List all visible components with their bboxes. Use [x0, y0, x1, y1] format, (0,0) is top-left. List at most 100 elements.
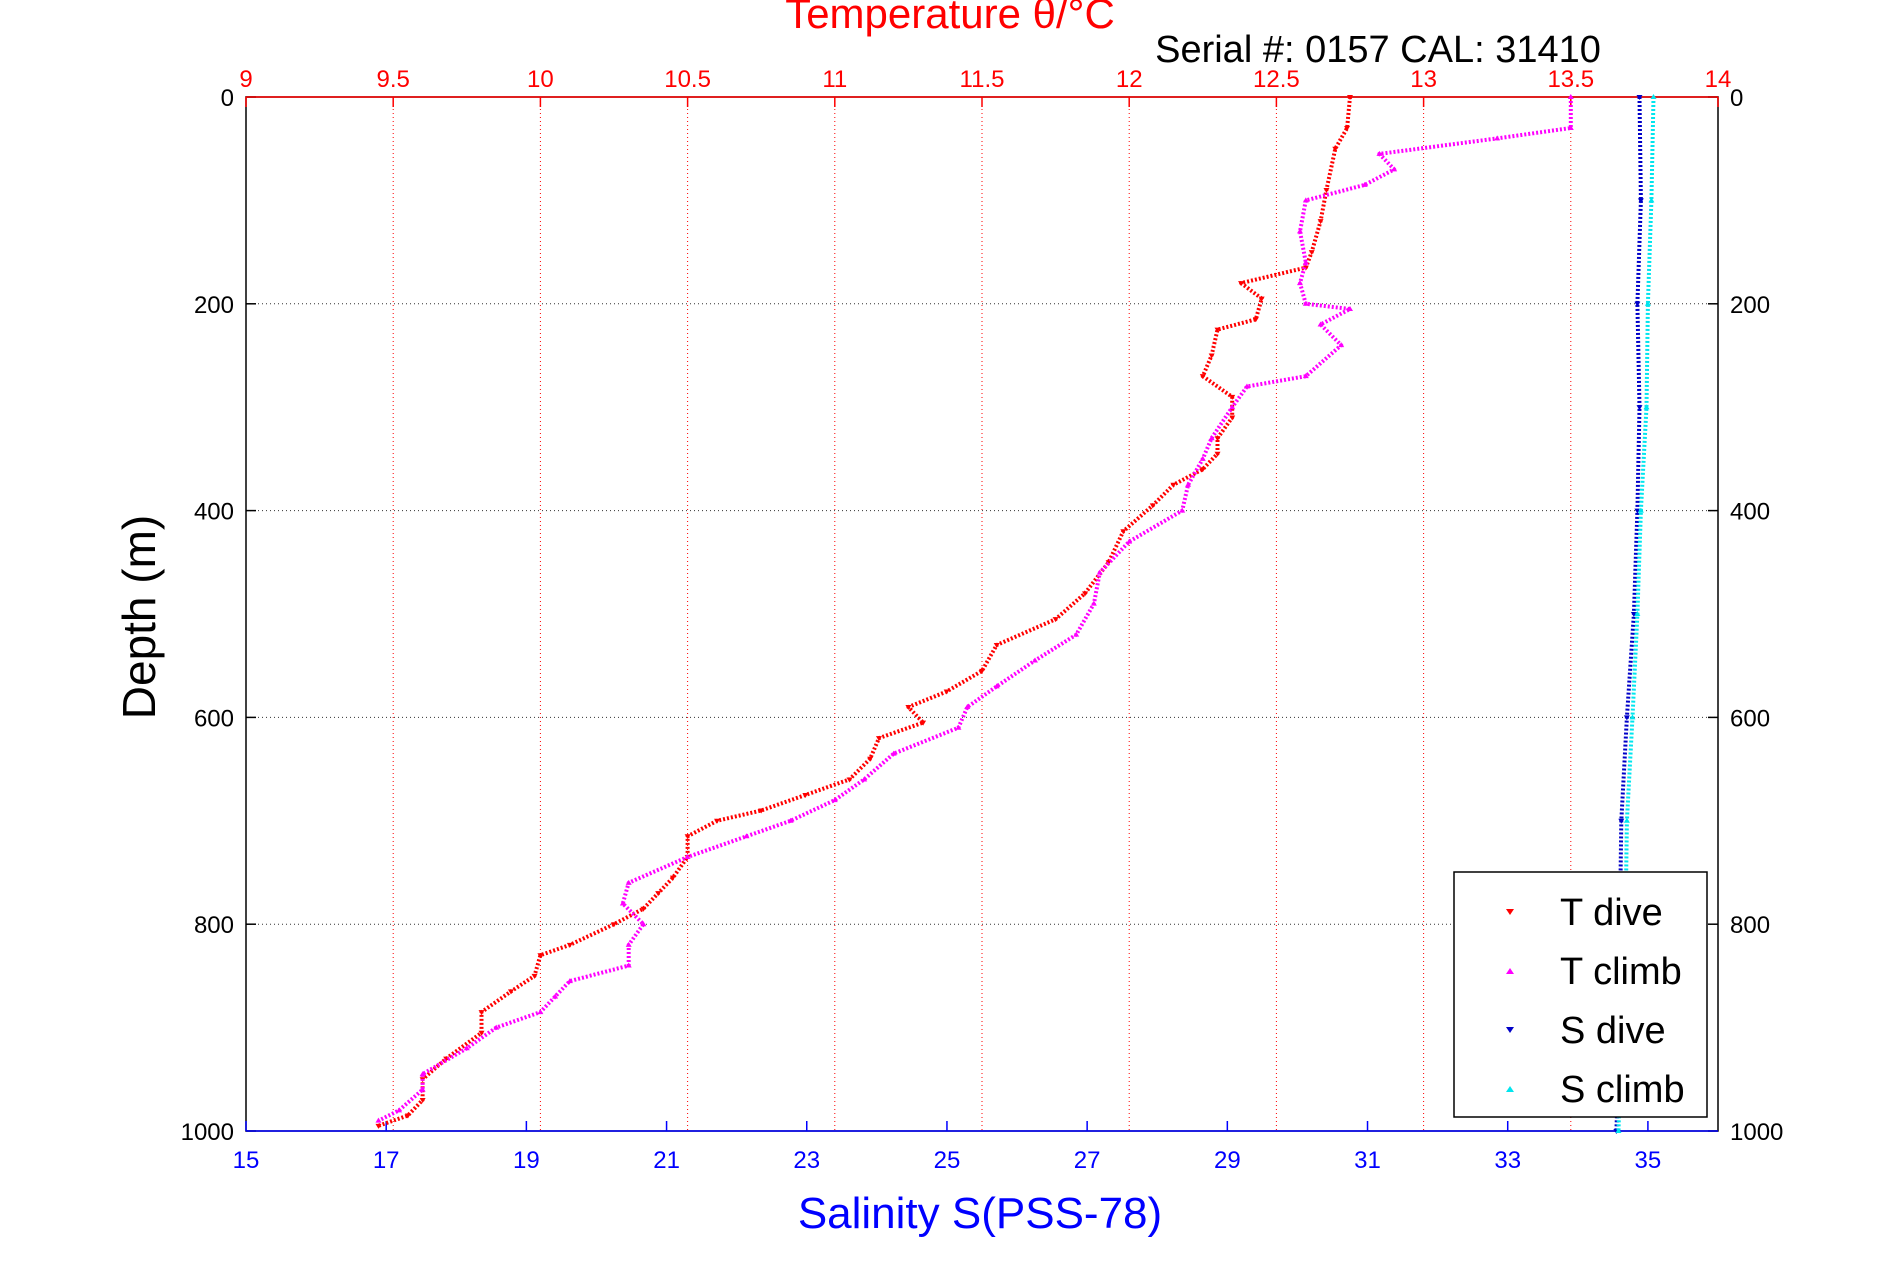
salinity-tick-label: 21 — [653, 1147, 680, 1174]
y-tick-label-right: 600 — [1730, 705, 1770, 732]
data-point-t-climb — [993, 683, 1000, 689]
data-point-t-climb — [625, 941, 632, 947]
data-point-t-dive — [1238, 281, 1245, 287]
data-point-t-dive — [1258, 296, 1265, 302]
data-point-t-climb — [396, 1107, 403, 1113]
data-point-t-climb — [1376, 150, 1383, 156]
data-point-t-climb — [1096, 569, 1103, 575]
series-t-climb — [375, 94, 1574, 1123]
data-point-t-dive — [1347, 95, 1353, 100]
data-point-t-climb — [463, 1045, 470, 1051]
legend-box — [1453, 871, 1708, 1118]
data-point-t-dive — [640, 906, 647, 912]
data-point-t-climb — [890, 750, 897, 756]
legend-label-s-dive: S dive — [1560, 1010, 1666, 1052]
data-point-s-dive — [1637, 198, 1644, 204]
y-tick-label-left: 800 — [194, 912, 234, 939]
data-point-t-dive — [611, 922, 617, 928]
data-point-s-dive — [1634, 508, 1641, 514]
data-point-t-climb — [831, 797, 838, 803]
y-tick-label-left: 0 — [221, 85, 234, 112]
salinity-tick-label: 35 — [1635, 1147, 1662, 1174]
data-point-t-dive — [1052, 617, 1059, 623]
data-point-t-dive — [1208, 353, 1215, 359]
salinity-tick-label: 27 — [1074, 1147, 1101, 1174]
data-point-s-dive — [1636, 405, 1643, 411]
y-tick-label-left: 1000 — [181, 1119, 234, 1146]
data-point-t-dive — [1199, 467, 1206, 473]
temperature-tick-label: 14 — [1705, 66, 1732, 93]
data-point-s-dive — [1636, 95, 1643, 100]
y-tick-label-right: 200 — [1730, 292, 1770, 319]
data-point-t-dive — [979, 668, 985, 674]
data-point-t-dive — [875, 736, 882, 742]
data-point-t-climb — [1199, 455, 1206, 461]
legend-items: T dive T climb S dive S climb — [1506, 892, 1685, 1111]
data-point-t-dive — [943, 689, 950, 695]
temperature-tick-label: 12 — [1116, 66, 1143, 93]
y-tick-label-right: 1000 — [1730, 1119, 1783, 1146]
data-point-t-climb — [1302, 300, 1309, 306]
data-point-t-dive — [478, 1030, 485, 1036]
x-axis-label-salinity: Salinity S(PSS-78) — [798, 1189, 1162, 1238]
data-marks — [375, 94, 1657, 1134]
data-point-t-dive — [669, 875, 676, 881]
temperature-tick-label: 11 — [822, 66, 847, 93]
temperature-tick-label: 10 — [527, 66, 554, 93]
data-point-t-climb — [640, 921, 647, 927]
data-point-t-dive — [1149, 503, 1156, 509]
data-point-t-dive — [478, 1010, 485, 1016]
data-point-t-climb — [1296, 228, 1303, 234]
y-tick-label-right: 0 — [1730, 85, 1743, 112]
legend-marker-s-climb — [1506, 1086, 1514, 1092]
data-point-t-climb — [419, 1086, 426, 1092]
temperature-tick-label: 13.5 — [1547, 66, 1594, 93]
data-point-t-climb — [1296, 280, 1303, 286]
data-point-t-climb — [1179, 507, 1186, 513]
data-point-t-dive — [1344, 126, 1351, 132]
data-point-t-climb — [787, 817, 794, 823]
data-point-s-dive — [1623, 715, 1630, 721]
data-point-s-climb — [1615, 1128, 1622, 1133]
data-point-t-climb — [1208, 435, 1215, 441]
grid-lines — [246, 97, 1718, 1131]
data-point-t-dive — [1214, 451, 1221, 457]
y-tick-label-left: 200 — [194, 292, 234, 319]
legend-label-t-dive: T dive — [1560, 892, 1663, 934]
data-point-t-climb — [1302, 259, 1309, 265]
salinity-tick-label: 19 — [513, 1147, 540, 1174]
data-point-t-climb — [1391, 166, 1398, 172]
legend: T dive T climb S dive S climb — [1453, 871, 1708, 1118]
data-point-t-dive — [993, 643, 1000, 649]
data-point-s-dive — [1634, 301, 1641, 307]
data-point-t-dive — [1332, 146, 1339, 152]
series-t-dive — [375, 95, 1353, 1129]
y-tick-label-left: 600 — [194, 705, 234, 732]
data-point-t-climb — [1494, 135, 1501, 141]
data-point-t-climb — [1302, 197, 1309, 203]
data-point-t-climb — [1090, 600, 1097, 606]
data-point-t-dive — [1252, 317, 1259, 323]
salinity-tick-label: 29 — [1214, 1147, 1241, 1174]
data-point-t-climb — [375, 1117, 382, 1123]
data-point-s-climb — [1650, 94, 1657, 99]
data-point-t-climb — [1126, 538, 1133, 544]
axes: 0 0 200 200 400 400 600 600 800 800 1000 1000 9 9.5 10… — [181, 66, 1784, 1174]
data-point-t-dive — [655, 891, 662, 897]
data-point-t-climb — [955, 724, 962, 730]
data-point-t-climb — [1317, 321, 1324, 327]
data-point-t-climb — [1185, 481, 1192, 487]
data-point-t-climb — [537, 1009, 544, 1015]
legend-marker-s-dive — [1506, 1027, 1514, 1033]
data-point-t-climb — [419, 1071, 426, 1077]
salinity-tick-label: 25 — [934, 1147, 961, 1174]
y-tick-label-right: 400 — [1730, 499, 1770, 526]
data-point-t-dive — [1214, 436, 1221, 442]
data-point-t-climb — [964, 704, 971, 710]
data-point-t-climb — [1302, 373, 1309, 379]
data-point-t-dive — [867, 756, 874, 762]
legend-marker-t-climb — [1506, 968, 1514, 974]
data-point-s-climb — [1629, 714, 1636, 720]
data-point-s-climb — [1637, 507, 1644, 513]
data-point-t-climb — [619, 900, 626, 906]
